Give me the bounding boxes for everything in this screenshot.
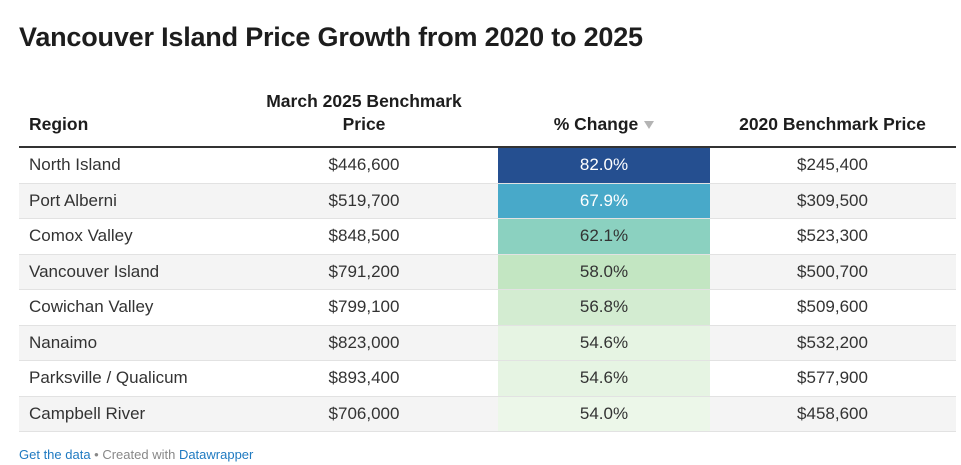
- cell-march-2025-price: $446,600: [328, 155, 400, 174]
- table-row: Campbell River $706,000 54.0% $458,600: [19, 396, 956, 432]
- footer: Get the data • Created with Datawrapper: [19, 447, 253, 462]
- cell-2020-benchmark-price: $458,600: [797, 403, 868, 423]
- table-row: Nanaimo $823,000 54.6% $532,200: [19, 325, 956, 361]
- cell-pct-change: 54.6%: [498, 361, 710, 396]
- cell-region: Cowichan Valley: [29, 297, 154, 316]
- cell-march-2025-price: $706,000: [328, 403, 400, 423]
- footer-separator: • Created with: [90, 447, 179, 462]
- column-header-march-line2: Price: [342, 114, 386, 134]
- cell-march-2025-price: $848,500: [328, 226, 400, 245]
- cell-pct-change: 82.0%: [498, 148, 710, 183]
- cell-region: Nanaimo: [29, 332, 98, 352]
- cell-pct-change: 56.8%: [498, 290, 710, 325]
- data-table: Region March 2025 Benchmark Price % Chan…: [19, 88, 956, 432]
- column-header-pct-change[interactable]: % Change: [498, 113, 710, 136]
- cell-region: Parksville / Qualicum: [29, 368, 188, 387]
- cell-2020-benchmark-price: $577,900: [797, 368, 868, 387]
- table-row: Cowichan Valley $799,100 56.8% $509,600: [19, 290, 956, 326]
- table-row: North Island $446,600 82.0% $245,400: [19, 148, 956, 184]
- column-header-march-line1: March 2025 Benchmark: [266, 91, 462, 111]
- datawrapper-link[interactable]: Datawrapper: [178, 447, 254, 462]
- column-header-march-2025[interactable]: March 2025 Benchmark Price: [244, 90, 484, 136]
- table-row: Port Alberni $519,700 67.9% $309,500: [19, 183, 956, 219]
- cell-march-2025-price: $519,700: [328, 190, 400, 210]
- table-row: Vancouver Island $791,200 58.0% $500,700: [19, 254, 956, 290]
- cell-2020-benchmark-price: $245,400: [797, 155, 868, 174]
- cell-march-2025-price: $823,000: [328, 332, 400, 352]
- cell-march-2025-price: $799,100: [328, 297, 400, 316]
- cell-2020-benchmark-price: $500,700: [797, 261, 868, 281]
- cell-2020-benchmark-price: $309,500: [797, 190, 868, 210]
- table-row: Parksville / Qualicum $893,400 54.6% $577,9…: [19, 361, 956, 397]
- cell-pct-change: 62.1%: [498, 219, 710, 254]
- cell-pct-change: 54.0%: [498, 396, 710, 431]
- cell-pct-change: 54.6%: [498, 325, 710, 360]
- cell-march-2025-price: $791,200: [328, 261, 400, 281]
- cell-pct-change: 67.9%: [498, 183, 710, 218]
- cell-2020-benchmark-price: $532,200: [797, 332, 868, 352]
- cell-region: Port Alberni: [29, 190, 117, 210]
- table-header: Region March 2025 Benchmark Price % Chan…: [19, 88, 956, 148]
- cell-region: Campbell River: [29, 403, 146, 423]
- cell-region: North Island: [29, 155, 121, 174]
- cell-region: Comox Valley: [29, 226, 133, 245]
- sort-descending-icon[interactable]: [644, 121, 655, 129]
- table-row: Comox Valley $848,500 62.1% $523,300: [19, 219, 956, 255]
- column-header-2020-benchmark[interactable]: 2020 Benchmark Price: [739, 114, 926, 134]
- cell-2020-benchmark-price: $523,300: [797, 226, 868, 245]
- cell-region: Vancouver Island: [29, 261, 160, 281]
- cell-pct-change: 58.0%: [498, 254, 710, 289]
- cell-2020-benchmark-price: $509,600: [797, 297, 868, 316]
- column-header-pct-label: % Change: [553, 114, 639, 134]
- cell-march-2025-price: $893,400: [328, 368, 400, 387]
- chart-title: Vancouver Island Price Growth from 2020 …: [19, 22, 643, 52]
- column-header-region[interactable]: Region: [29, 114, 89, 134]
- get-the-data-link[interactable]: Get the data: [19, 447, 91, 462]
- table-body: North Island $446,600 82.0% $245,400 Port Al…: [19, 148, 956, 432]
